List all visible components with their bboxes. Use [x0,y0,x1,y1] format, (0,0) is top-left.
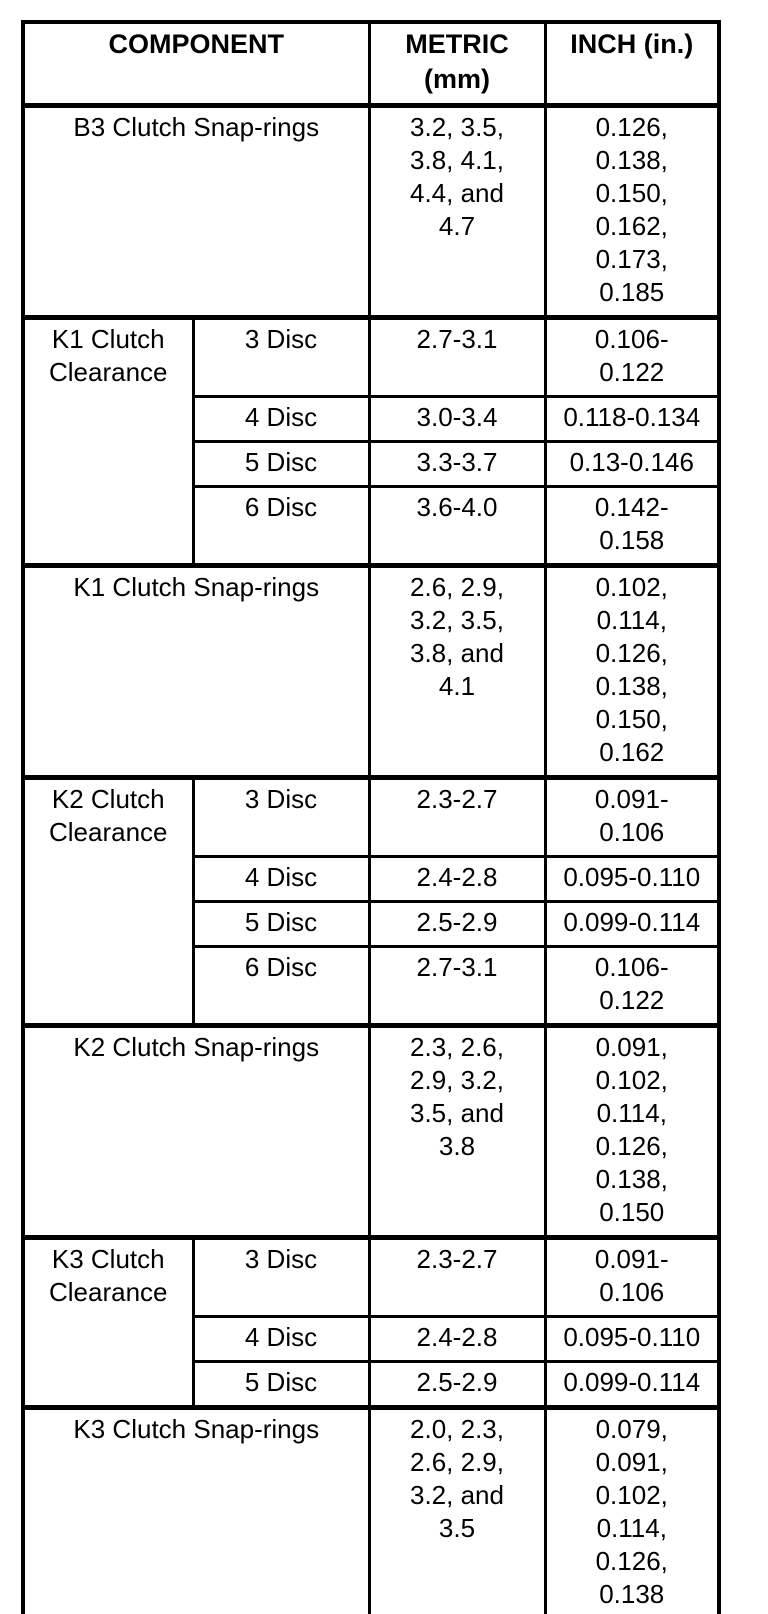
inch-cell: 0.091- 0.106 [543,775,721,858]
inch-cell: 0.079, 0.091, 0.102, 0.114, 0.126, 0.138 [543,1405,721,1614]
metric-cell: 2.5-2.9 [367,1360,547,1409]
row-k3-clearance-5-disc: 5 Disc 2.5-2.9 0.099-0.114 [23,1360,721,1409]
disc-cell: 6 Disc [191,485,371,567]
inch-cell: 0.091- 0.106 [543,1235,721,1318]
component-cell: K2 Clutch Snap-rings [21,1023,371,1239]
metric-cell: 2.0, 2.3, 2.6, 2.9, 3.2, and 3.5 [367,1405,547,1614]
metric-cell: 2.3, 2.6, 2.9, 3.2, 3.5, and 3.8 [367,1023,547,1239]
metric-cell: 2.7-3.1 [367,945,547,1027]
metric-cell: 2.4-2.8 [367,1315,547,1363]
disc-cell: 5 Disc [191,1360,371,1409]
inch-cell: 0.126, 0.138, 0.150, 0.162, 0.173, 0.185 [543,103,721,319]
inch-cell: 0.095-0.110 [543,855,721,903]
disc-cell: 3 Disc [191,775,371,858]
metric-cell: 2.4-2.8 [367,855,547,903]
row-k1-clearance-6-disc: 6 Disc 3.6-4.0 0.142- 0.158 [23,485,721,567]
disc-cell: 4 Disc [191,855,371,903]
component-cell: K1 Clutch Clearance [21,315,195,567]
disc-cell: 4 Disc [191,395,371,443]
metric-cell: 3.2, 3.5, 3.8, 4.1, 4.4, and 4.7 [367,103,547,319]
table-header-row: COMPONENT METRIC (mm) INCH (in.) [21,20,721,108]
metric-cell: 3.6-4.0 [367,485,547,567]
inch-cell: 0.106- 0.122 [543,315,721,398]
metric-cell: 2.3-2.7 [367,775,547,858]
header-metric-cell: METRIC (mm) [367,20,547,108]
row-k1-clutch-snap-rings: K1 Clutch Snap-rings 2.6, 2.9, 3.2, 3.5,… [21,563,721,779]
inch-cell: 0.099-0.114 [543,1360,721,1409]
component-cell: K3 Clutch Clearance [21,1235,195,1409]
row-k3-clearance-3-disc: K3 Clutch Clearance 3 Disc 2.3-2.7 0.091… [21,1235,721,1409]
metric-cell: 3.0-3.4 [367,395,547,443]
disc-cell: 5 Disc [191,440,371,488]
row-k1-clearance-5-disc: 5 Disc 3.3-3.7 0.13-0.146 [23,440,721,488]
inch-cell: 0.142- 0.158 [543,485,721,567]
disc-cell: 5 Disc [191,900,371,948]
metric-cell: 2.7-3.1 [367,315,547,398]
disc-cell: 6 Disc [191,945,371,1027]
row-k2-clearance-3-disc: K2 Clutch Clearance 3 Disc 2.3-2.7 0.091… [21,775,721,1027]
inch-cell: 0.13-0.146 [543,440,721,488]
metric-cell: 2.6, 2.9, 3.2, 3.5, 3.8, and 4.1 [367,563,547,779]
inch-cell: 0.099-0.114 [543,900,721,948]
row-b3-clutch-snap-rings: B3 Clutch Snap-rings 3.2, 3.5, 3.8, 4.1,… [21,103,721,319]
inch-cell: 0.095-0.110 [543,1315,721,1363]
disc-cell: 3 Disc [191,315,371,398]
component-cell: K2 Clutch Clearance [21,775,195,1027]
disc-cell: 3 Disc [191,1235,371,1318]
metric-cell: 3.3-3.7 [367,440,547,488]
inch-cell: 0.106- 0.122 [543,945,721,1027]
inch-cell: 0.118-0.134 [543,395,721,443]
component-cell: K1 Clutch Snap-rings [21,563,371,779]
header-component-cell: COMPONENT [21,20,371,108]
inch-cell: 0.102, 0.114, 0.126, 0.138, 0.150, 0.162 [543,563,721,779]
clutch-spec-table: COMPONENT METRIC (mm) INCH (in.) B3 Clut… [21,20,721,1614]
row-k2-clutch-snap-rings: K2 Clutch Snap-rings 2.3, 2.6, 2.9, 3.2,… [21,1023,721,1239]
inch-cell: 0.091, 0.102, 0.114, 0.126, 0.138, 0.150 [543,1023,721,1239]
disc-cell: 4 Disc [191,1315,371,1363]
row-k1-clearance-4-disc: 4 Disc 3.0-3.4 0.118-0.134 [23,395,721,443]
component-cell: K3 Clutch Snap-rings [21,1405,371,1614]
row-k2-clearance-6-disc: 6 Disc 2.7-3.1 0.106- 0.122 [23,945,721,1027]
row-k3-clearance-4-disc: 4 Disc 2.4-2.8 0.095-0.110 [23,1315,721,1363]
row-k2-clearance-5-disc: 5 Disc 2.5-2.9 0.099-0.114 [23,900,721,948]
metric-cell: 2.3-2.7 [367,1235,547,1318]
row-k2-clearance-4-disc: 4 Disc 2.4-2.8 0.095-0.110 [23,855,721,903]
metric-cell: 2.5-2.9 [367,900,547,948]
row-k1-clearance-3-disc: K1 Clutch Clearance 3 Disc 2.7-3.1 0.106… [21,315,721,567]
header-inch-cell: INCH (in.) [543,20,721,108]
component-cell: B3 Clutch Snap-rings [21,103,371,319]
row-k3-clutch-snap-rings: K3 Clutch Snap-rings 2.0, 2.3, 2.6, 2.9,… [21,1405,721,1614]
